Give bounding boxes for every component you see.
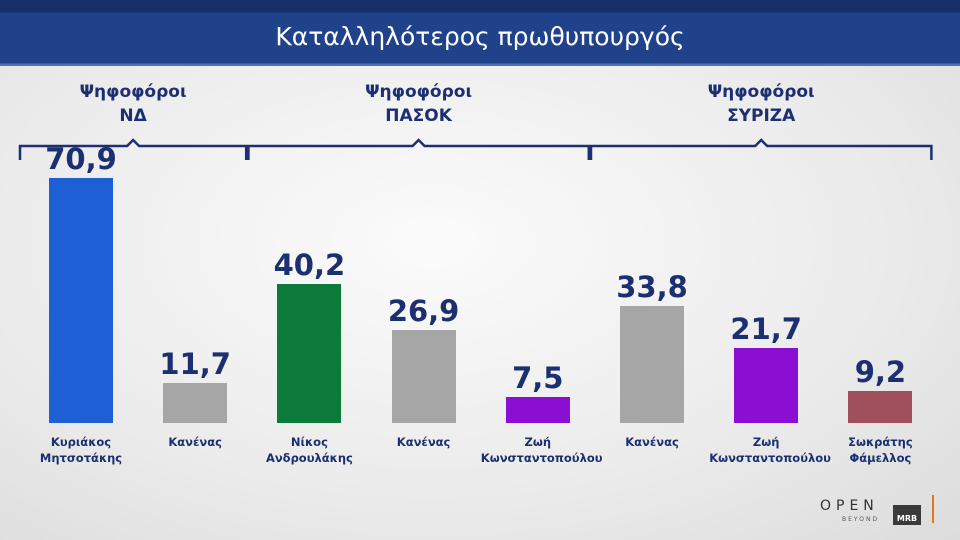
- category-label: Κυριάκος Μητσοτάκης: [39, 435, 123, 465]
- chart-title: Καταλληλότερος πρωθυπουργός: [275, 22, 685, 51]
- category-label: Κανένας: [396, 435, 451, 449]
- group-bracket: [589, 138, 933, 160]
- value-label: 33,8: [616, 270, 688, 305]
- category-label: Κανένας: [168, 435, 222, 449]
- value-label: 40,2: [273, 247, 346, 282]
- group-label: Ψηφοφόροι ΣΥΡΙΖΑ: [707, 82, 815, 126]
- value-label: 11,7: [159, 346, 231, 381]
- bar: [620, 306, 684, 423]
- category-label: Κανένας: [625, 435, 679, 449]
- group-label: Ψηφοφόροι ΝΔ: [79, 82, 187, 126]
- category-label: Νίκος Ανδρουλάκης: [265, 435, 353, 465]
- logo-sub: BEYOND: [842, 516, 880, 523]
- value-label: 9,2: [854, 355, 907, 390]
- bar: [163, 382, 228, 423]
- logo: OPEN: [820, 498, 879, 514]
- bar: [848, 391, 913, 423]
- group-bracket: [18, 138, 248, 160]
- header-band: [0, 0, 960, 66]
- category-label: Ζωή Κωνσταντοπούλου: [709, 435, 831, 465]
- bar: [391, 329, 456, 423]
- group-label: Ψηφοφόροι ΠΑΣΟΚ: [365, 82, 473, 126]
- value-label: 7,5: [512, 361, 564, 396]
- bar: [277, 283, 342, 423]
- bar: [734, 347, 799, 423]
- value-label: 21,7: [730, 311, 802, 346]
- value-label: 70,9: [45, 141, 117, 176]
- logo2: MRB: [893, 505, 921, 525]
- group-bracket: [247, 138, 591, 160]
- category-label: Ζωή Κωνσταντοπούλου: [480, 435, 603, 465]
- separator: [932, 495, 934, 523]
- bar: [49, 177, 113, 423]
- category-label: Σωκράτης Φάμελλος: [848, 435, 913, 465]
- value-label: 26,9: [387, 293, 460, 328]
- bar: [505, 397, 570, 423]
